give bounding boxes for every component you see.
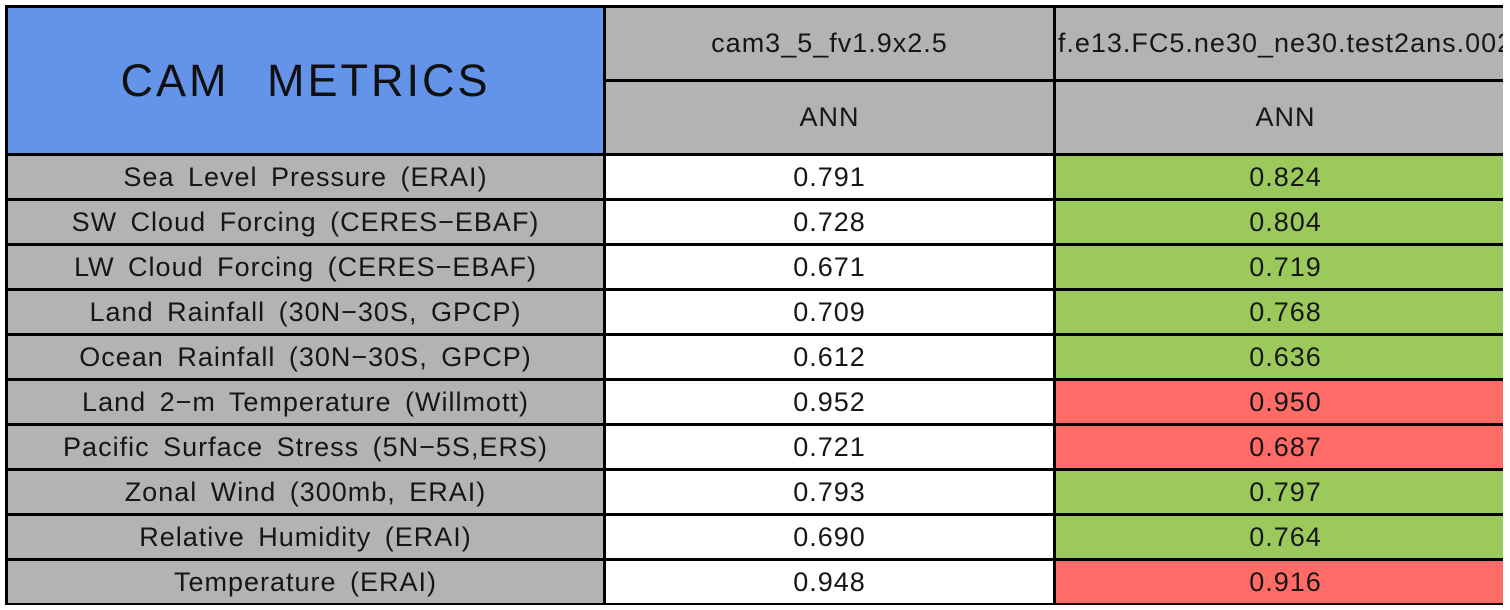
model-name-header-baseline: cam3_5_fv1.9x2.5: [603, 5, 1056, 82]
metric-row: Zonal Wind (300mb, ERAI) 0.793 0.797: [5, 468, 1503, 516]
metric-row: Relative Humidity (ERAI) 0.690 0.764: [5, 513, 1503, 561]
model-name-header-test: f.e13.FC5.ne30_ne30.test2ans.002: [1053, 5, 1503, 82]
metric-row: LW Cloud Forcing (CERES−EBAF) 0.671 0.71…: [5, 243, 1503, 291]
metric-value-test: 0.824: [1053, 153, 1503, 201]
metric-value-baseline: 0.612: [603, 333, 1056, 381]
metric-value-baseline: 0.793: [603, 468, 1056, 516]
metric-label: Land 2−m Temperature (Willmott): [5, 378, 606, 426]
metric-row: Pacific Surface Stress (5N−5S,ERS) 0.721…: [5, 423, 1503, 471]
metric-label: Ocean Rainfall (30N−30S, GPCP): [5, 333, 606, 381]
metric-value-baseline: 0.791: [603, 153, 1056, 201]
metric-row: Land 2−m Temperature (Willmott) 0.952 0.…: [5, 378, 1503, 426]
metric-value-test: 0.950: [1053, 378, 1503, 426]
metric-row: SW Cloud Forcing (CERES−EBAF) 0.728 0.80…: [5, 198, 1503, 246]
cam-metrics-table-container: CAM METRICS cam3_5_fv1.9x2.5 f.e13.FC5.n…: [5, 5, 1503, 605]
metric-value-test: 0.687: [1053, 423, 1503, 471]
metric-label: Temperature (ERAI): [5, 558, 606, 605]
metric-value-test: 0.916: [1053, 558, 1503, 605]
metric-value-test: 0.797: [1053, 468, 1503, 516]
metric-label: Zonal Wind (300mb, ERAI): [5, 468, 606, 516]
cam-metrics-table: CAM METRICS cam3_5_fv1.9x2.5 f.e13.FC5.n…: [5, 5, 1503, 605]
metric-value-baseline: 0.728: [603, 198, 1056, 246]
season-header-baseline: ANN: [603, 79, 1056, 156]
metric-value-test: 0.719: [1053, 243, 1503, 291]
metric-value-test: 0.768: [1053, 288, 1503, 336]
metric-row: Sea Level Pressure (ERAI) 0.791 0.824: [5, 153, 1503, 201]
metric-value-test: 0.804: [1053, 198, 1503, 246]
metric-label: SW Cloud Forcing (CERES−EBAF): [5, 198, 606, 246]
metric-row: Temperature (ERAI) 0.948 0.916: [5, 558, 1503, 605]
metric-value-test: 0.764: [1053, 513, 1503, 561]
season-header-test: ANN: [1053, 79, 1503, 156]
metric-value-baseline: 0.952: [603, 378, 1056, 426]
metric-label: Relative Humidity (ERAI): [5, 513, 606, 561]
metric-label: LW Cloud Forcing (CERES−EBAF): [5, 243, 606, 291]
metric-label: Land Rainfall (30N−30S, GPCP): [5, 288, 606, 336]
table-title: CAM METRICS: [5, 5, 606, 156]
metric-value-test: 0.636: [1053, 333, 1503, 381]
metric-value-baseline: 0.709: [603, 288, 1056, 336]
model-header-row: CAM METRICS cam3_5_fv1.9x2.5 f.e13.FC5.n…: [5, 5, 1503, 156]
metric-row: Land Rainfall (30N−30S, GPCP) 0.709 0.76…: [5, 288, 1503, 336]
metric-value-baseline: 0.721: [603, 423, 1056, 471]
metrics-tbody: CAM METRICS cam3_5_fv1.9x2.5 f.e13.FC5.n…: [5, 5, 1503, 605]
metric-value-baseline: 0.671: [603, 243, 1056, 291]
metric-label: Pacific Surface Stress (5N−5S,ERS): [5, 423, 606, 471]
metric-row: Ocean Rainfall (30N−30S, GPCP) 0.612 0.6…: [5, 333, 1503, 381]
metric-label: Sea Level Pressure (ERAI): [5, 153, 606, 201]
metric-value-baseline: 0.948: [603, 558, 1056, 605]
metric-value-baseline: 0.690: [603, 513, 1056, 561]
season-header-row: ANN ANN: [7, 79, 1503, 156]
